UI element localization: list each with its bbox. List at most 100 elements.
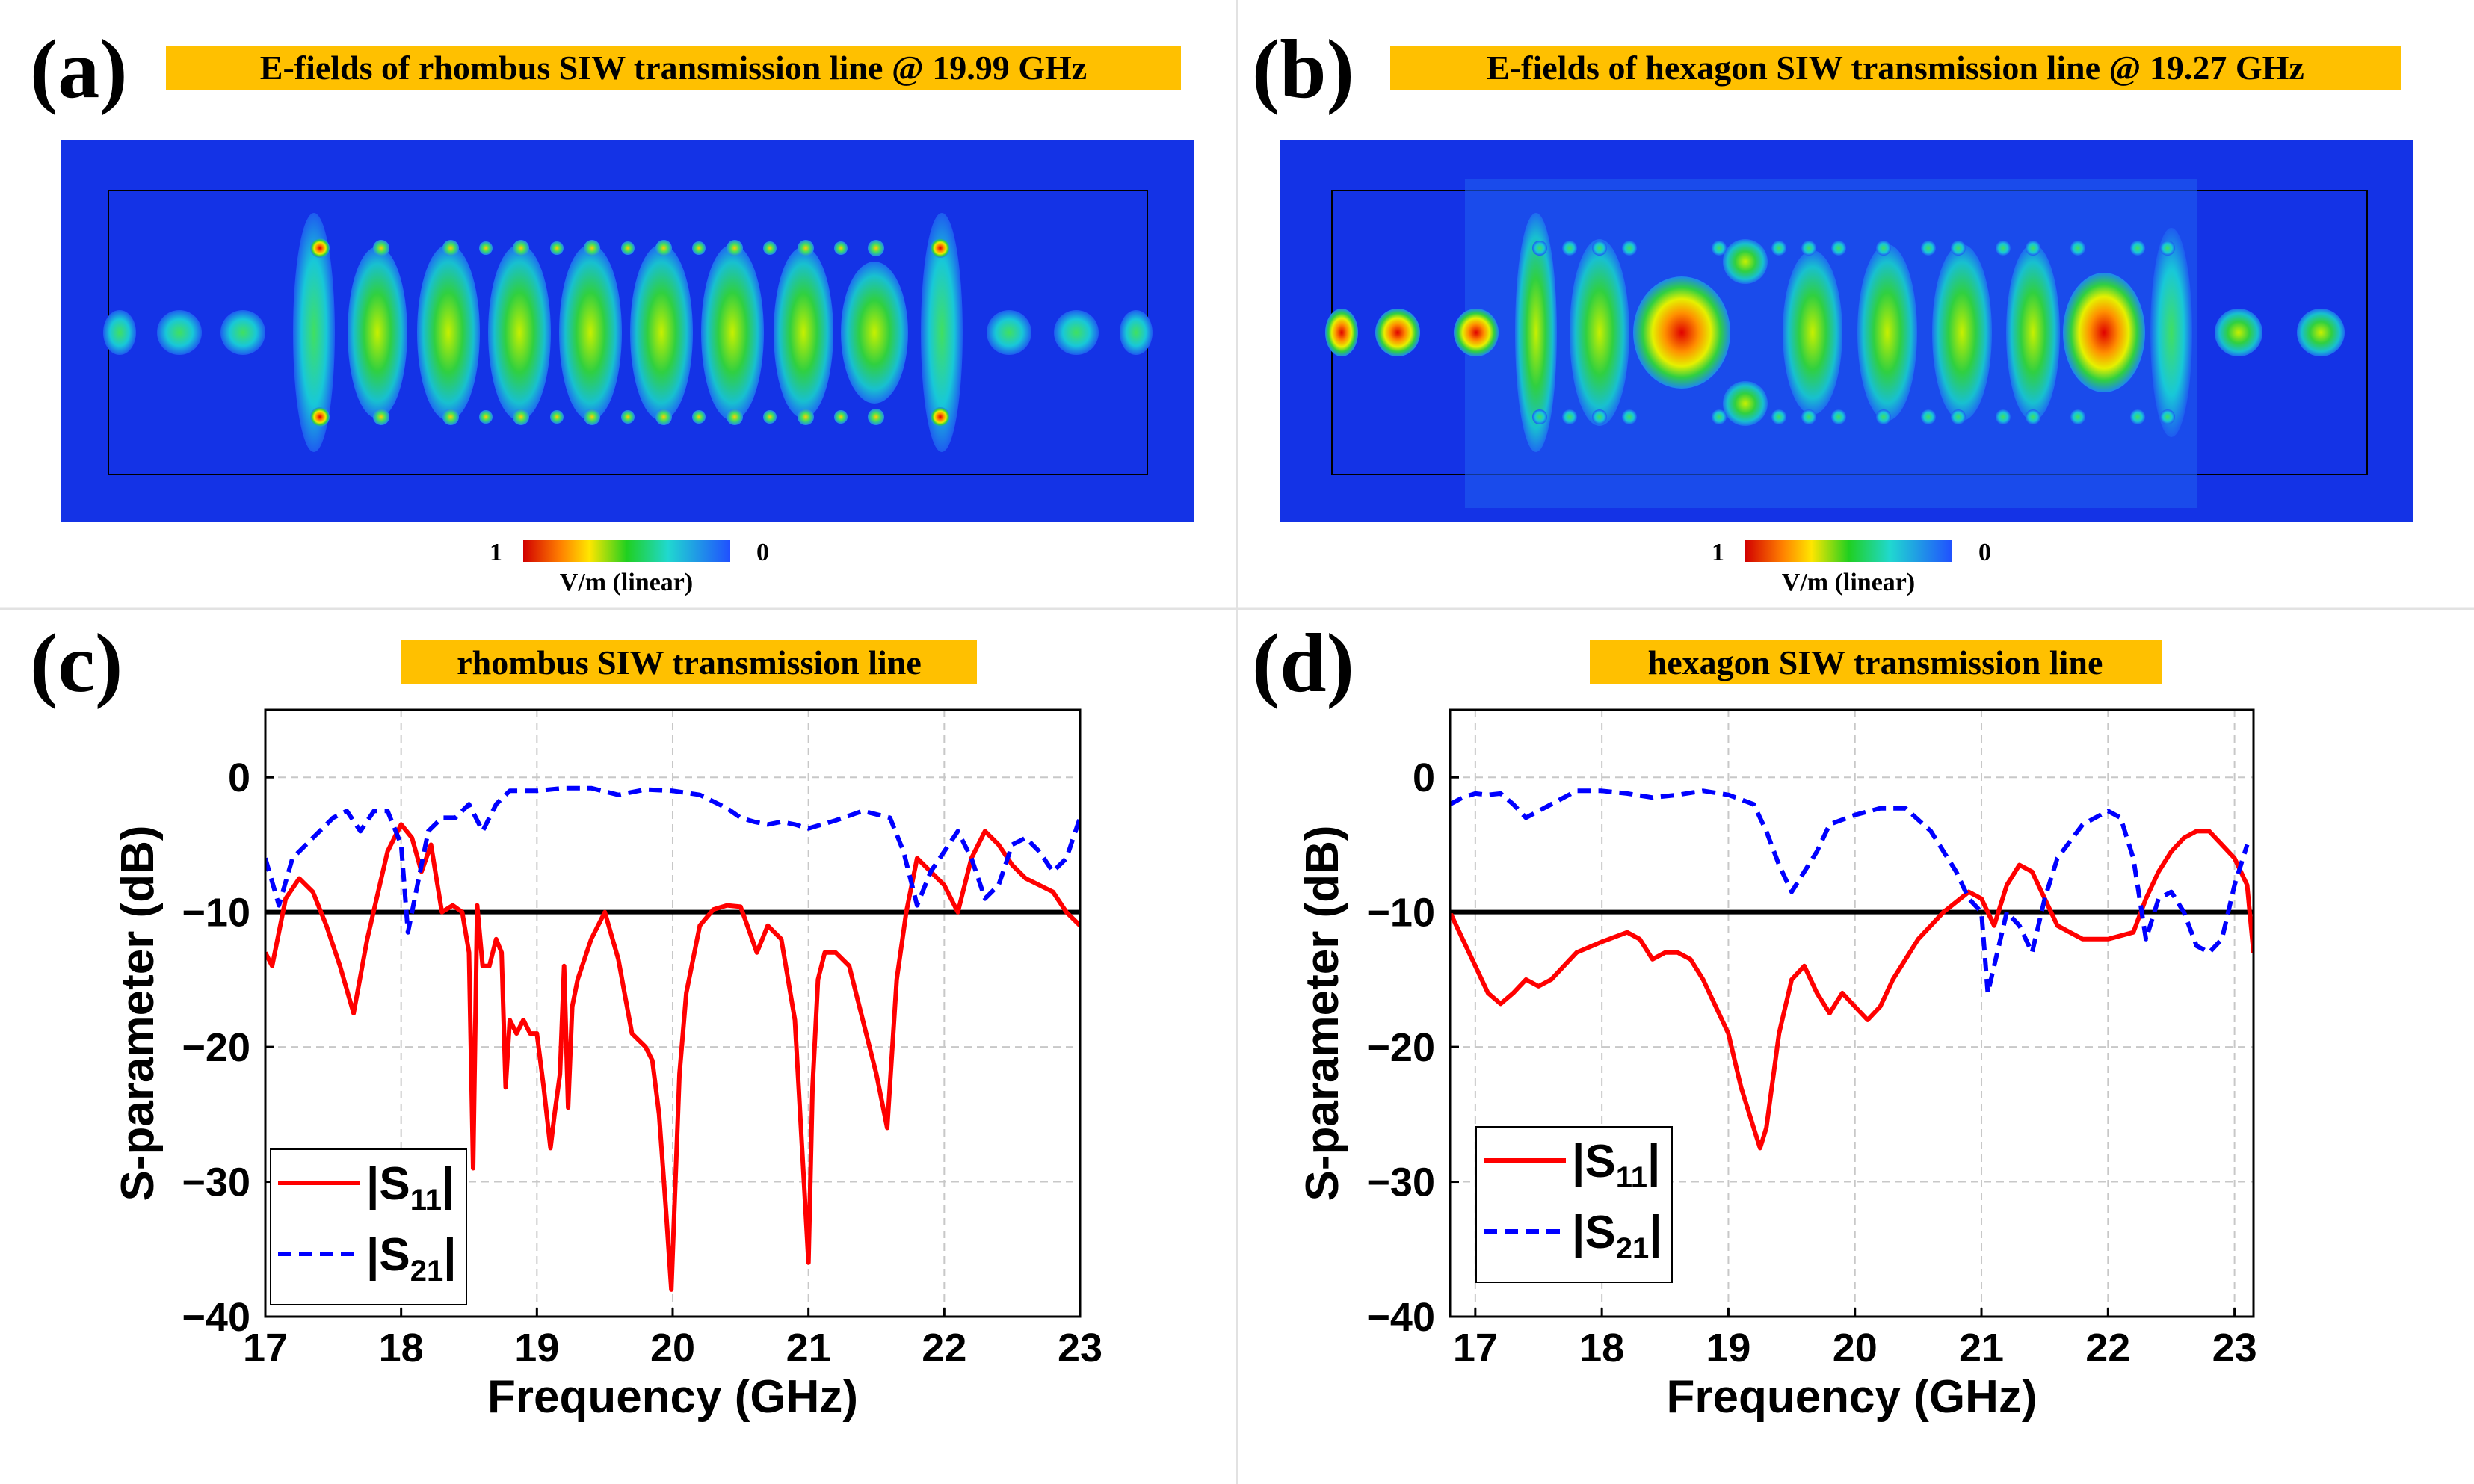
x-tick-label: 23 xyxy=(1058,1326,1102,1370)
feed-mode xyxy=(1054,310,1099,355)
cavity-mode xyxy=(1857,244,1917,421)
y-tick-label: −30 xyxy=(182,1160,250,1205)
cavity-mode xyxy=(2150,228,2192,437)
cavity-mode xyxy=(1783,250,1842,415)
legend-label-s11: |S11| xyxy=(366,1158,454,1216)
panel-d-title: hexagon SIW transmission line xyxy=(1648,643,2103,681)
panel-a-letter: (a) xyxy=(30,23,128,116)
legend-label-s11: |S11| xyxy=(1572,1136,1660,1194)
panel-c-title: rhombus SIW transmission line xyxy=(457,643,922,681)
y-tick-label: −40 xyxy=(182,1295,250,1340)
feed-mode xyxy=(1375,309,1420,356)
cavity-mode xyxy=(2006,244,2060,421)
cavity-mode xyxy=(1723,239,1768,284)
cavity-mode xyxy=(921,213,963,452)
colorbar-b: 1 0 V/m (linear) xyxy=(1712,539,1991,596)
colorbar-b-min: 0 xyxy=(1978,539,1991,566)
feed-mode xyxy=(1454,309,1499,356)
x-tick-label: 23 xyxy=(2212,1326,2257,1370)
x-tick-label: 22 xyxy=(2085,1326,2130,1370)
x-tick-label: 20 xyxy=(1833,1326,1878,1370)
feed-mode xyxy=(2297,309,2345,356)
panel-c-letter: (c) xyxy=(30,617,123,710)
panel-b-title: E-fields of hexagon SIW transmission lin… xyxy=(1487,49,2304,87)
panel-c: (c) rhombus SIW transmission line 17 18 19… xyxy=(30,617,1102,1423)
colorbar-a-unit: V/m (linear) xyxy=(560,569,693,596)
panel-b-banner xyxy=(1390,46,2401,90)
y-tick-label: −10 xyxy=(1366,891,1435,936)
field-map-rhombus xyxy=(61,140,1194,522)
legend-box xyxy=(1475,1126,1673,1283)
panel-b: (b) E-fields of hexagon SIW transmission… xyxy=(1252,23,2413,596)
cavity-mode xyxy=(417,244,480,421)
feed-mode xyxy=(987,310,1031,355)
panel-a-banner xyxy=(166,46,1181,90)
legend: |S11| |S21| xyxy=(1475,1126,1673,1283)
colorbar-b-unit: V/m (linear) xyxy=(1782,569,1915,596)
feed-mode xyxy=(103,310,136,355)
legend-label-s21: |S21| xyxy=(1572,1207,1662,1265)
feed-mode xyxy=(220,310,265,355)
cavity-mode xyxy=(774,247,833,418)
panel-a-title: E-fields of rhombus SIW transmission lin… xyxy=(260,49,1087,87)
y-tick-label: 0 xyxy=(1413,755,1435,800)
x-tick-label: 18 xyxy=(1579,1326,1624,1370)
x-tick-label: 18 xyxy=(379,1326,424,1370)
y-tick-label: 0 xyxy=(228,755,250,800)
x-tick-label: 20 xyxy=(650,1326,695,1370)
x-tick-label: 21 xyxy=(786,1326,831,1370)
cavity-mode xyxy=(293,213,335,452)
colorbar-b-max: 1 xyxy=(1712,539,1724,566)
legend-box xyxy=(270,1148,467,1305)
x-tick-label: 17 xyxy=(243,1326,288,1370)
panel-a: (a) E-fields of rhombus SIW transmission… xyxy=(30,23,1194,596)
panel-c-banner xyxy=(401,640,977,684)
cavity-mode xyxy=(1932,244,1992,421)
cavity-mode xyxy=(488,244,551,421)
field-map-hexagon xyxy=(1280,140,2413,522)
x-tick-label: 19 xyxy=(514,1326,559,1370)
x-tick-label: 19 xyxy=(1706,1326,1750,1370)
cavity-mode xyxy=(701,244,764,421)
panel-d-letter: (d) xyxy=(1252,617,1354,710)
cavity-mode xyxy=(559,244,622,421)
via-row-bottom xyxy=(1532,409,2175,424)
x-axis-label: Frequency (GHz) xyxy=(487,1371,858,1423)
panel-d-banner xyxy=(1590,640,2162,684)
panel-d: (d) hexagon SIW transmission line 17 18 19… xyxy=(1252,617,2257,1423)
x-tick-label: 17 xyxy=(1453,1326,1498,1370)
cavity-mode xyxy=(630,244,693,421)
x-tick-label: 22 xyxy=(922,1326,966,1370)
feed-mode xyxy=(157,310,202,355)
cavity-mode xyxy=(348,247,407,418)
plot-frame xyxy=(1449,708,2255,1318)
feed-mode xyxy=(2215,309,2262,356)
y-axis-label: S-parameter (dB) xyxy=(1297,826,1348,1202)
feed-mode xyxy=(1325,309,1358,356)
y-tick-label: −20 xyxy=(182,1025,250,1070)
colorbar-a: 1 0 V/m (linear) xyxy=(490,539,769,596)
series-s21-line xyxy=(1450,788,2250,995)
y-tick-label: −30 xyxy=(1366,1160,1435,1205)
colorbar-a-max: 1 xyxy=(490,539,502,566)
cavity-mode xyxy=(1633,276,1730,389)
x-axis-label: Frequency (GHz) xyxy=(1666,1371,2037,1423)
panel-b-letter: (b) xyxy=(1252,23,1354,116)
legend-label-s21: |S21| xyxy=(366,1229,457,1287)
series-s21-line xyxy=(265,785,1080,935)
y-tick-label: −10 xyxy=(182,891,250,936)
colorbar-a-min: 0 xyxy=(756,539,769,566)
via-row-bottom xyxy=(310,407,950,427)
cavity-mode xyxy=(1515,213,1557,452)
y-axis-label: S-parameter (dB) xyxy=(112,826,164,1202)
chart-rhombus: 17 18 19 20 21 22 23 0 −10 −20 −30 −40 Frequency (GH… xyxy=(112,708,1102,1423)
cavity-mode xyxy=(1723,381,1768,426)
y-tick-label: −40 xyxy=(1366,1295,1435,1340)
via-row-top xyxy=(310,238,950,258)
chart-hexagon: 17 18 19 20 21 22 23 0 −10 −20 −30 −40 Frequency (GH… xyxy=(1297,708,2257,1423)
feed-mode xyxy=(1120,310,1153,355)
cavity-mode xyxy=(841,262,908,404)
series-s11-line xyxy=(265,822,1080,1292)
y-tick-label: −20 xyxy=(1366,1025,1435,1070)
